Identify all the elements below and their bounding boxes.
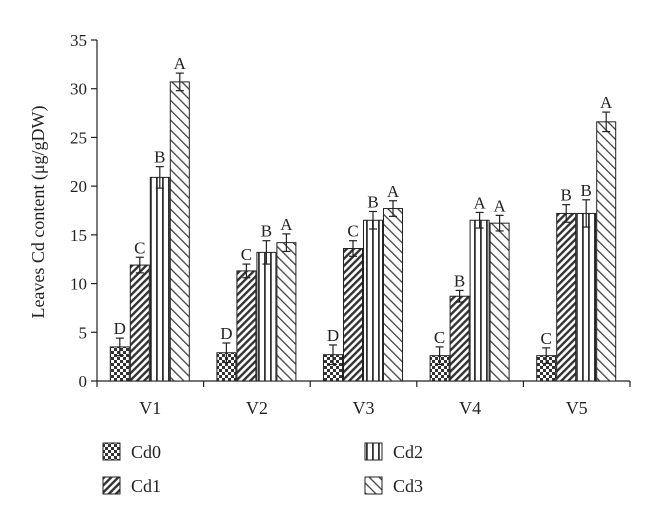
significance-label: A [493,196,506,215]
significance-label: B [367,192,378,211]
bar-cd2 [469,219,490,382]
legend-swatch-cd3 [364,476,383,495]
significance-label: B [561,186,572,205]
x-category-label: V5 [566,398,588,418]
significance-label: C [134,238,145,257]
legend-label-cd2: Cd2 [393,442,423,462]
bar-cd2 [576,212,597,382]
significance-label: A [280,215,293,234]
significance-label: B [454,271,465,290]
bar-cd1 [236,270,257,382]
significance-label: C [434,328,445,347]
legend-swatch-cd0 [102,442,121,461]
significance-label: C [347,222,358,241]
legend-label-cd3: Cd3 [393,476,423,496]
bar-cd3 [276,242,297,382]
y-axis-label: Leaves Cd content (μg/gDW) [28,105,49,318]
y-tick-label: 0 [79,372,88,391]
legend-swatch-cd2 [364,442,383,461]
bar-cd3 [489,222,510,382]
axes: 0 5 10 15 20 25 30 35 V1 V2 V3 V4 V5 [70,31,631,418]
significance-label: A [473,193,486,212]
y-tick-label: 5 [79,323,88,342]
significance-label: C [541,329,552,348]
significance-label: C [241,245,252,264]
significance-label: D [220,324,232,343]
legend-label-cd0: Cd0 [131,442,161,462]
bar-cd1 [129,264,150,382]
bar-cd3 [169,81,190,382]
y-tick-label: 30 [70,80,87,99]
bars-layer [109,72,617,382]
y-tick-label: 20 [70,177,87,196]
x-category-label: V4 [459,398,481,418]
significance-label: D [327,326,339,345]
legend: Cd0 Cd1 Cd2 Cd3 [102,442,423,496]
bar-cd1 [449,295,470,382]
y-tick-label: 35 [70,31,87,50]
significance-label: D [114,319,126,338]
bar-cd2 [256,251,277,382]
bar-cd3 [383,208,403,382]
bar-cd3 [596,121,617,382]
significance-label: B [581,181,592,200]
y-tick-label: 15 [70,226,87,245]
significance-label: A [387,182,400,201]
significance-label: A [174,54,187,73]
bar-cd2 [363,219,383,382]
x-category-label: V2 [246,398,268,418]
bar-cd1 [556,212,577,382]
x-category-label: V1 [139,398,161,418]
bar-cd2 [149,176,170,382]
significance-label: A [600,93,613,112]
significance-label: B [261,222,272,241]
significance-label: B [154,148,165,167]
bar-cd1 [343,247,363,382]
legend-swatch-cd1 [102,476,121,495]
legend-label-cd1: Cd1 [131,476,161,496]
y-tick-label: 10 [70,275,87,294]
y-axis-label-group: Leaves Cd content (μg/gDW) [28,105,49,318]
x-category-label: V3 [353,398,375,418]
y-tick-label: 25 [70,128,87,147]
